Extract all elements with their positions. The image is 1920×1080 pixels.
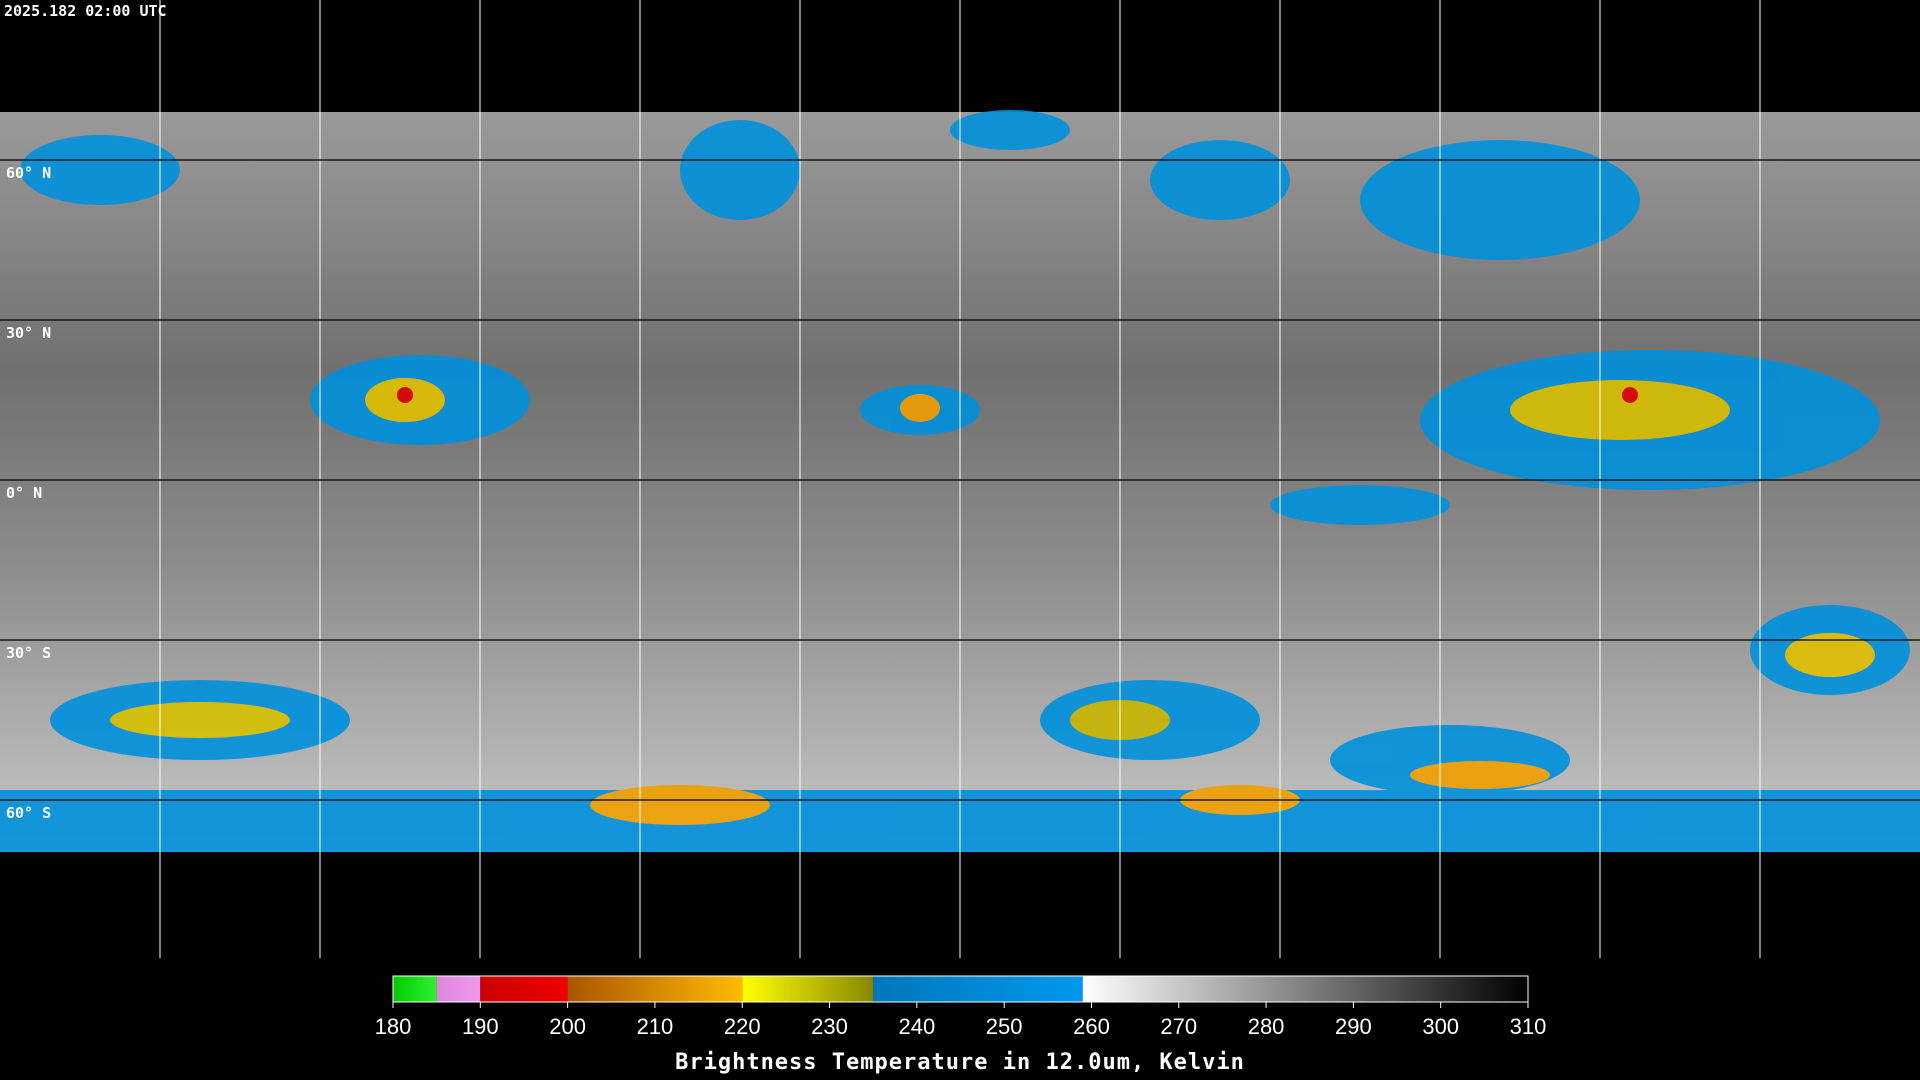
- latitude-label: 30° S: [6, 644, 51, 662]
- map: [0, 0, 1920, 958]
- graticule: [0, 0, 1920, 958]
- colorbar-segment: [742, 976, 874, 1002]
- latitude-label: 0° N: [6, 484, 42, 502]
- colorbar-tick-label: 190: [462, 1014, 499, 1039]
- colorbar-tick-label: 280: [1248, 1014, 1285, 1039]
- colorbar-tick-label: 230: [811, 1014, 848, 1039]
- colorbar-tick-label: 180: [375, 1014, 412, 1039]
- colorbar: 180 190 200 210 220 230 240 250 260 270 280 290 300 3…: [375, 975, 1547, 1039]
- latitude-label: 60° N: [6, 164, 51, 182]
- colorbar-tick-label: 300: [1422, 1014, 1459, 1039]
- colorbar-segment: [1082, 976, 1528, 1002]
- colorbar-tick-label: 250: [986, 1014, 1023, 1039]
- timestamp: 2025.182 02:00 UTC: [4, 2, 167, 20]
- latitude-labels: 60° N 30° N 0° N 30° S 60° S: [6, 164, 51, 822]
- cloud-features: [0, 110, 1920, 852]
- colorbar-tick-label: 240: [898, 1014, 935, 1039]
- colorbar-segment: [480, 976, 568, 1002]
- colorbar-segment: [436, 976, 481, 1002]
- colorbar-tick-label: 270: [1160, 1014, 1197, 1039]
- colorbar-tick-label: 200: [549, 1014, 586, 1039]
- latitude-label: 30° N: [6, 324, 51, 342]
- colorbar-tick-label: 210: [637, 1014, 674, 1039]
- colorbar-segment: [873, 976, 1083, 1002]
- colorbar-tick-label: 220: [724, 1014, 761, 1039]
- colorbar-frame: [392, 975, 1529, 1003]
- colorbar-tick-label: 260: [1073, 1014, 1110, 1039]
- latitude-label: 60° S: [6, 804, 51, 822]
- colorbar-label: Brightness Temperature in 12.0um, Kelvin: [675, 1050, 1245, 1075]
- colorbar-segment: [393, 976, 437, 1002]
- colorbar-tick-label: 310: [1510, 1014, 1547, 1039]
- colorbar-segment: [567, 976, 743, 1002]
- colorbar-tick-label: 290: [1335, 1014, 1372, 1039]
